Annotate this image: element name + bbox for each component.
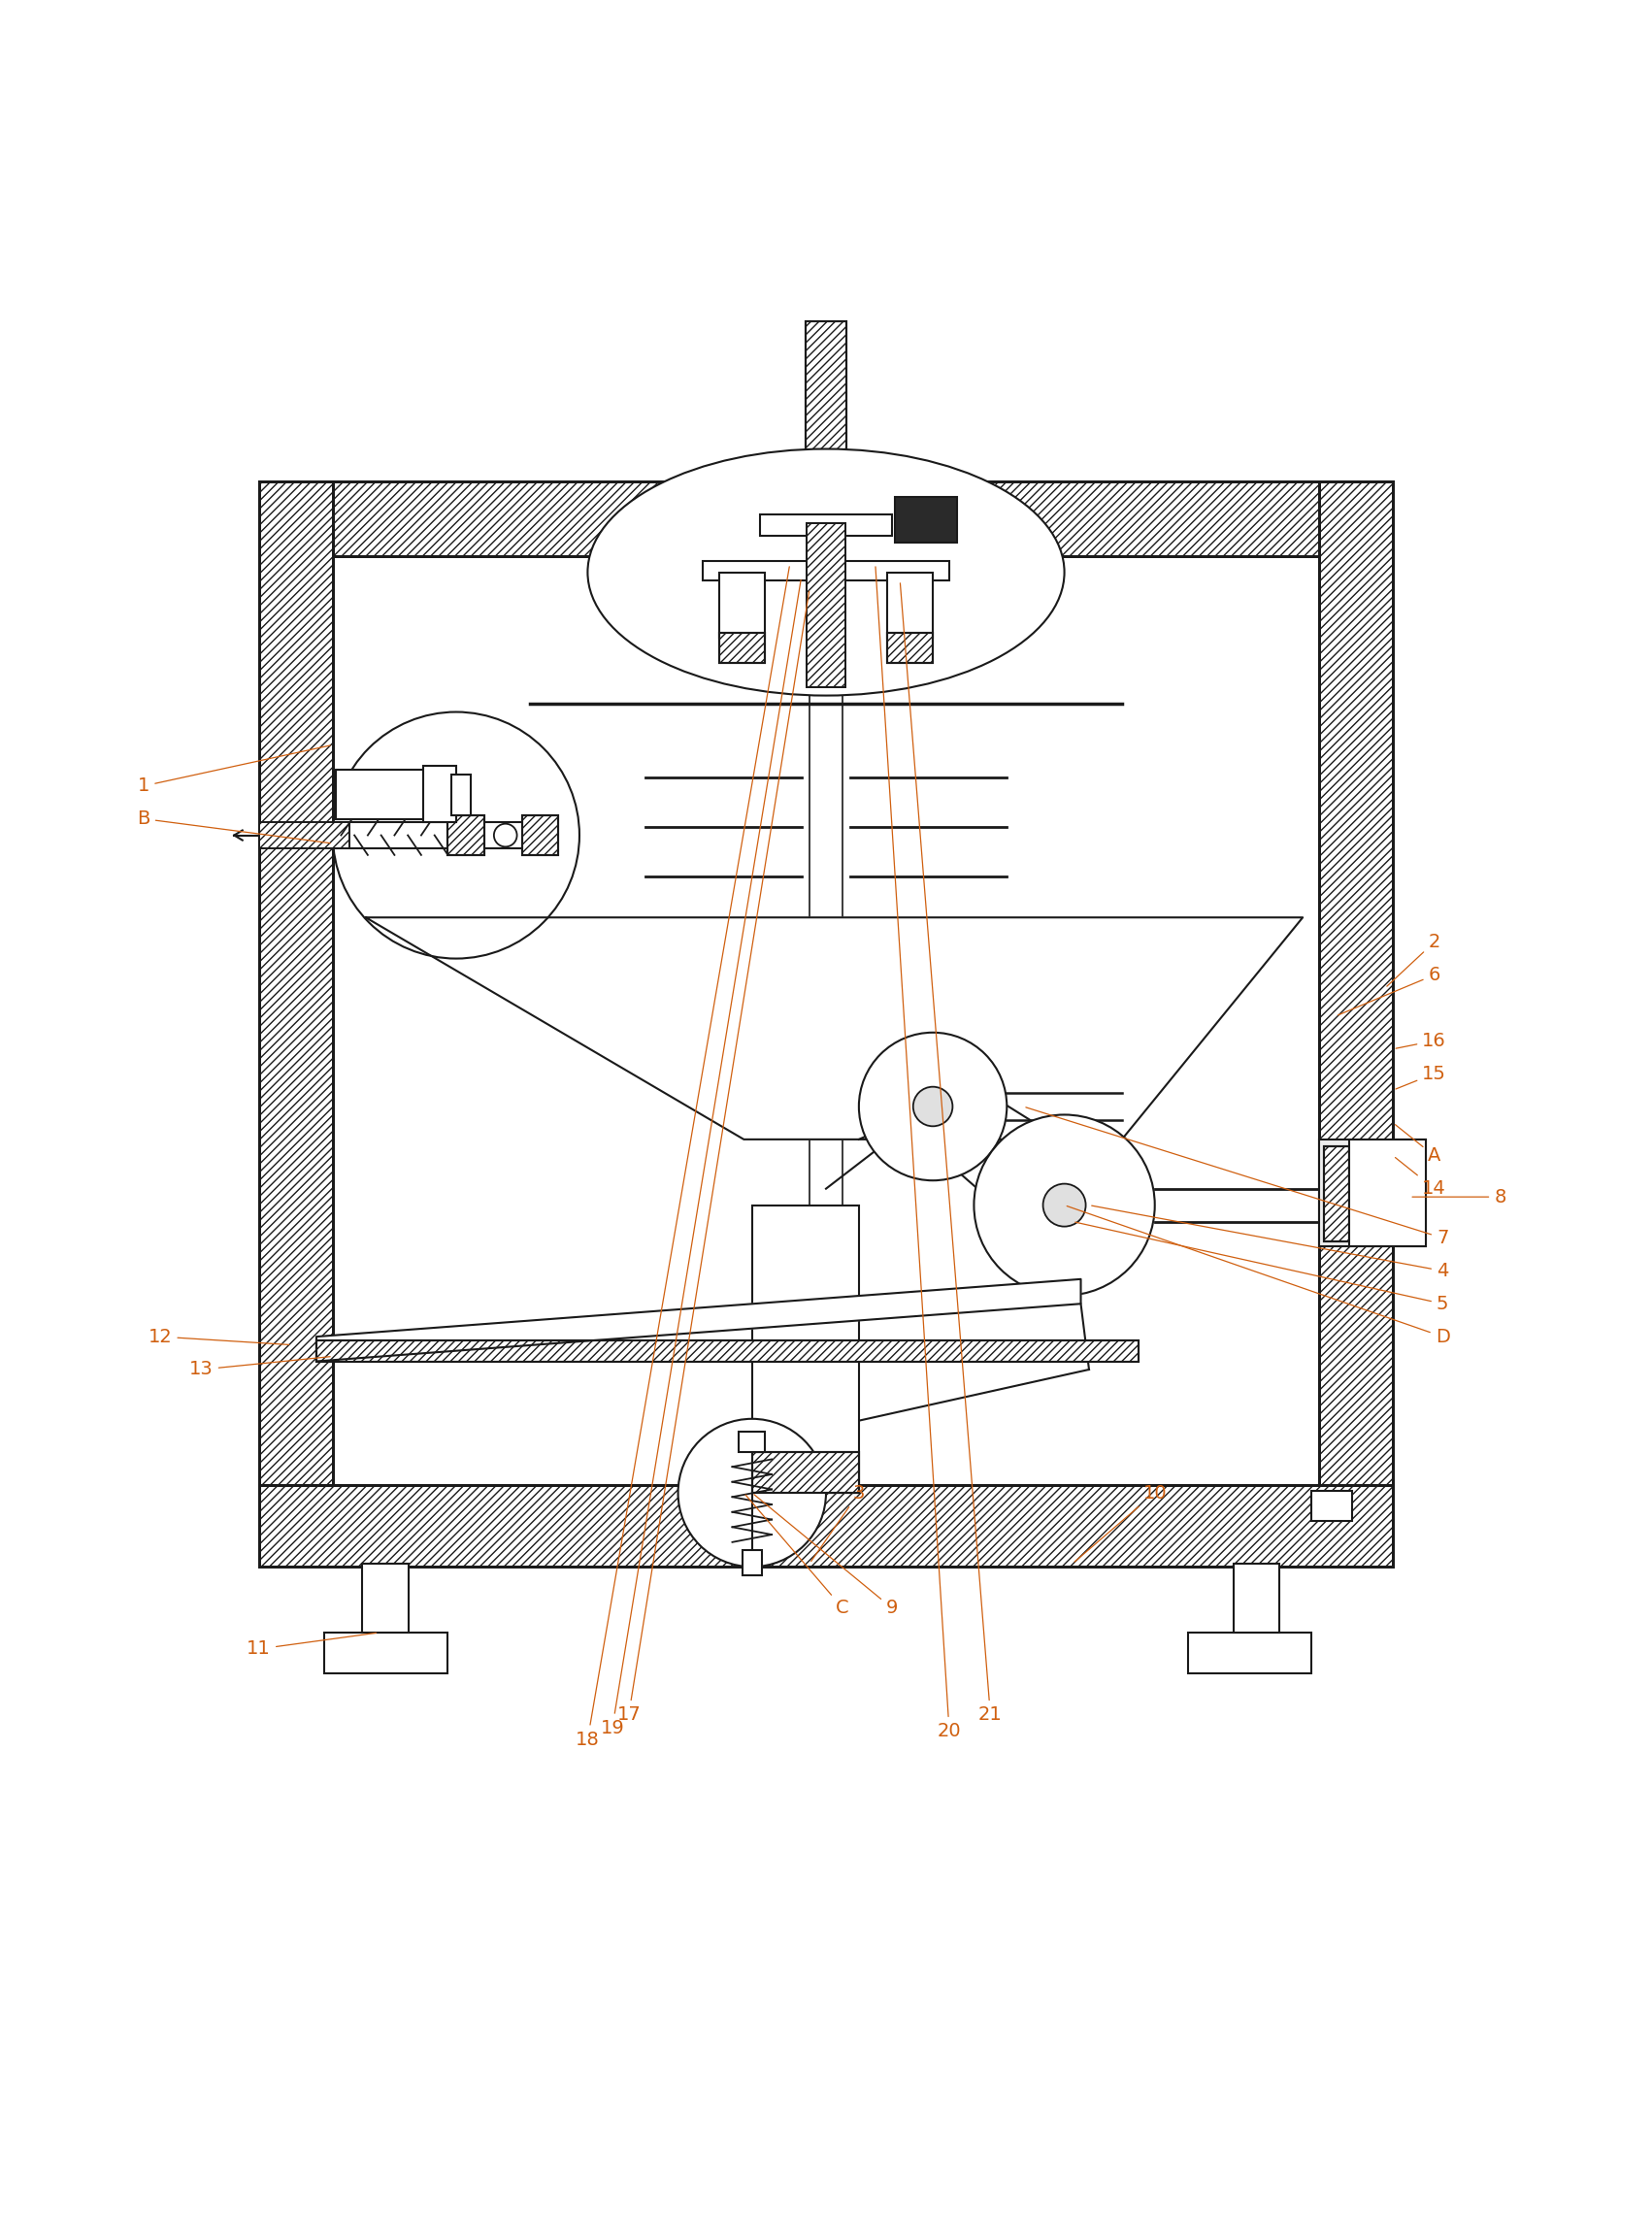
Text: A: A bbox=[1396, 1124, 1441, 1164]
Text: 17: 17 bbox=[616, 591, 809, 1724]
Circle shape bbox=[332, 713, 580, 958]
Bar bbox=[1325, 1146, 1348, 1241]
Circle shape bbox=[975, 1115, 1155, 1295]
Bar bbox=[1320, 482, 1393, 1494]
Polygon shape bbox=[317, 1279, 1080, 1361]
Text: 18: 18 bbox=[575, 567, 790, 1748]
Bar bbox=[887, 573, 933, 637]
Text: 14: 14 bbox=[1396, 1157, 1446, 1197]
Text: C: C bbox=[745, 1494, 849, 1618]
Bar bbox=[760, 516, 892, 536]
Bar bbox=[259, 482, 1393, 555]
Bar bbox=[806, 522, 846, 688]
Bar bbox=[742, 1551, 762, 1576]
Text: 21: 21 bbox=[900, 584, 1003, 1724]
Text: 11: 11 bbox=[246, 1633, 377, 1658]
Bar bbox=[335, 770, 434, 819]
Circle shape bbox=[914, 1087, 953, 1126]
Bar bbox=[448, 817, 484, 854]
Bar bbox=[1320, 482, 1393, 1494]
Text: 15: 15 bbox=[1396, 1064, 1446, 1089]
Bar bbox=[702, 560, 950, 580]
Bar bbox=[259, 1485, 1393, 1567]
Text: 19: 19 bbox=[600, 580, 801, 1737]
Bar bbox=[1325, 1146, 1348, 1241]
Bar bbox=[259, 821, 349, 848]
Text: 12: 12 bbox=[149, 1328, 289, 1346]
Bar bbox=[895, 496, 958, 542]
Text: 4: 4 bbox=[1092, 1206, 1449, 1279]
Bar bbox=[317, 1339, 1138, 1361]
Bar bbox=[887, 633, 933, 662]
Bar bbox=[317, 1339, 1138, 1361]
Bar bbox=[423, 766, 456, 821]
Bar bbox=[522, 817, 558, 854]
Bar bbox=[259, 482, 1393, 555]
Bar bbox=[1348, 1140, 1426, 1246]
Bar bbox=[806, 321, 846, 518]
Bar bbox=[806, 522, 846, 688]
Circle shape bbox=[859, 1033, 1006, 1180]
Bar bbox=[259, 482, 332, 1494]
Text: 16: 16 bbox=[1396, 1031, 1446, 1049]
Text: D: D bbox=[1067, 1206, 1450, 1346]
Bar bbox=[719, 633, 765, 662]
Bar bbox=[806, 321, 846, 518]
Bar bbox=[259, 482, 332, 1494]
Text: 7: 7 bbox=[1026, 1106, 1449, 1248]
Text: 3: 3 bbox=[811, 1483, 866, 1562]
Bar bbox=[1234, 1565, 1280, 1633]
Bar bbox=[752, 1206, 859, 1494]
Bar bbox=[719, 633, 765, 662]
Bar bbox=[259, 1485, 1393, 1567]
Bar bbox=[738, 1432, 765, 1452]
Circle shape bbox=[677, 1419, 826, 1567]
Bar bbox=[324, 1633, 448, 1673]
Text: 10: 10 bbox=[1075, 1483, 1166, 1562]
Bar bbox=[719, 573, 765, 637]
Text: 9: 9 bbox=[753, 1494, 897, 1618]
Bar bbox=[522, 817, 558, 854]
Text: 20: 20 bbox=[876, 567, 961, 1739]
Text: 5: 5 bbox=[1075, 1222, 1449, 1312]
Bar bbox=[752, 1452, 859, 1494]
Bar bbox=[752, 1452, 859, 1494]
Bar bbox=[451, 775, 471, 817]
Bar bbox=[1188, 1633, 1312, 1673]
Polygon shape bbox=[365, 918, 1303, 1140]
Text: 1: 1 bbox=[137, 746, 330, 794]
Bar bbox=[887, 633, 933, 662]
Bar bbox=[809, 555, 843, 1494]
Ellipse shape bbox=[588, 449, 1064, 695]
Circle shape bbox=[1042, 1184, 1085, 1226]
Text: 6: 6 bbox=[1338, 965, 1441, 1016]
Circle shape bbox=[494, 823, 517, 848]
Text: B: B bbox=[137, 810, 330, 843]
Bar bbox=[332, 555, 1320, 1494]
Bar bbox=[362, 1565, 408, 1633]
Text: 8: 8 bbox=[1412, 1188, 1507, 1206]
Text: 13: 13 bbox=[190, 1357, 330, 1379]
Bar bbox=[448, 817, 484, 854]
Bar bbox=[1312, 1492, 1351, 1520]
Text: 2: 2 bbox=[1388, 934, 1441, 987]
Bar bbox=[1320, 1140, 1426, 1246]
Bar bbox=[259, 821, 349, 848]
